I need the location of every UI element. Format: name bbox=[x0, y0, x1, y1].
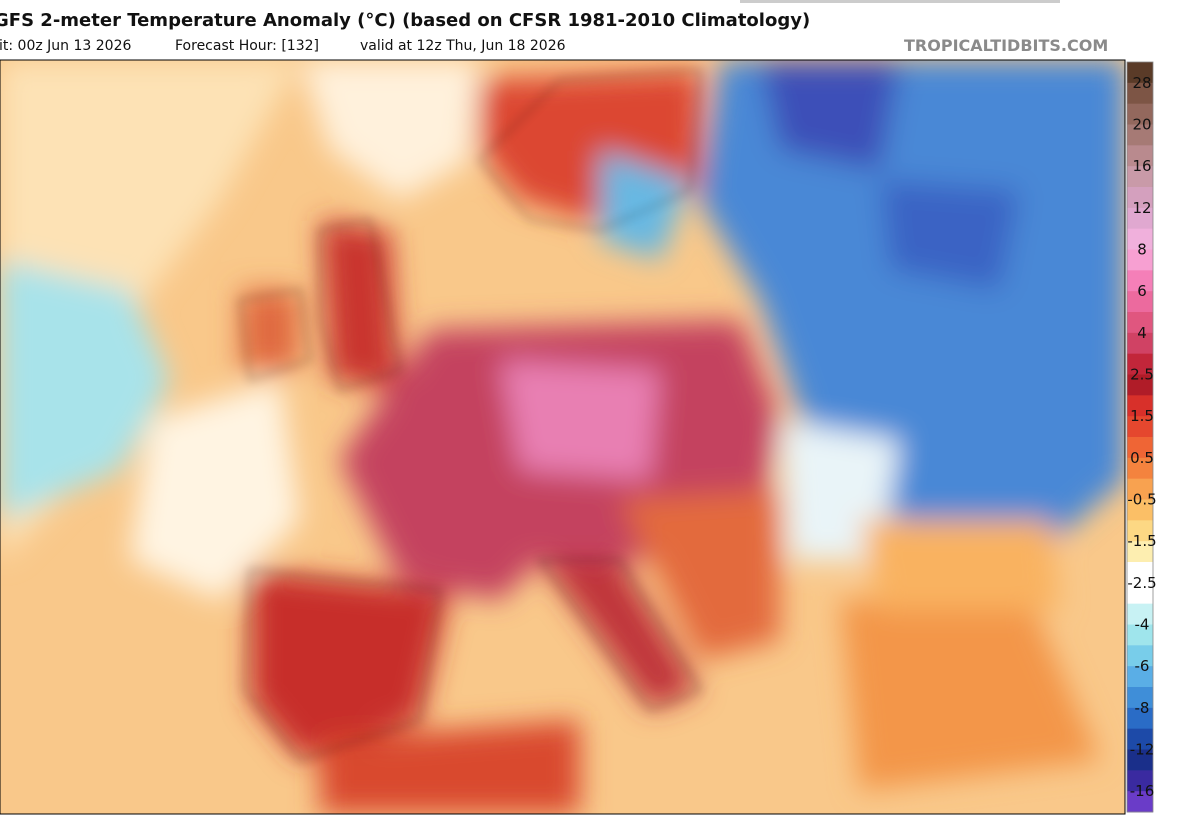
colorbar-label: -16 bbox=[1130, 782, 1155, 800]
colorbar-segment bbox=[1127, 770, 1153, 792]
colorbar-segment bbox=[1127, 582, 1153, 605]
colorbar-segment bbox=[1127, 228, 1153, 250]
colorbar-segment bbox=[1127, 457, 1153, 480]
colorbar-label: 0.5 bbox=[1130, 449, 1154, 467]
colorbar-label: -6 bbox=[1135, 657, 1150, 675]
colorbar-frame bbox=[1126, 61, 1154, 813]
colorbar-segment bbox=[1127, 520, 1153, 542]
colorbar-segment bbox=[1127, 707, 1153, 730]
colorbar-segment bbox=[1127, 478, 1153, 500]
colorbar-segment bbox=[1127, 645, 1153, 667]
colorbar-label: 4 bbox=[1137, 324, 1147, 342]
colorbar-segment bbox=[1127, 103, 1153, 125]
colorbar-segment bbox=[1127, 353, 1153, 375]
colorbar-label: -1.5 bbox=[1127, 532, 1156, 550]
map-frame bbox=[0, 59, 1126, 815]
colorbar-segment bbox=[1127, 332, 1153, 355]
colorbar-segment bbox=[1127, 166, 1153, 188]
colorbar-label: -12 bbox=[1130, 741, 1155, 759]
colorbar-label: 1.5 bbox=[1130, 407, 1154, 425]
colorbar-label: -4 bbox=[1135, 616, 1150, 634]
colorbar-label: 2.5 bbox=[1130, 366, 1154, 384]
colorbar-segment bbox=[1127, 62, 1153, 84]
colorbar-label: 6 bbox=[1137, 282, 1147, 300]
colorbar-segment bbox=[1127, 541, 1153, 563]
colorbar-label: -8 bbox=[1135, 699, 1150, 717]
anomaly-field bbox=[0, 60, 1125, 814]
colorbar: 28 20 16 12 8 6 4 2.5 1.5 0.5 -0.5 -1.5 -2.5 -4 -6 -8 -1… bbox=[1126, 61, 1157, 813]
colorbar-segment bbox=[1127, 270, 1153, 292]
colorbar-label: 20 bbox=[1132, 116, 1151, 134]
colorbar-segment bbox=[1127, 603, 1153, 625]
colorbar-segment bbox=[1127, 666, 1153, 688]
init: Init: 00z Jun 13 2026 bbox=[0, 38, 132, 54]
top-buttons bbox=[740, 0, 1060, 3]
colorbar-label: 28 bbox=[1132, 74, 1151, 92]
colorbar-segment bbox=[1127, 499, 1153, 521]
colorbar-segment bbox=[1127, 687, 1153, 709]
colorbar-segment bbox=[1127, 624, 1153, 646]
colorbar-label: 16 bbox=[1132, 157, 1151, 175]
colorbar-segment bbox=[1127, 291, 1153, 313]
colorbar-segment bbox=[1127, 124, 1153, 146]
title: GFS 2-meter Temperature Anomaly (°C) (ba… bbox=[0, 10, 811, 31]
colorbar-segment bbox=[1127, 145, 1153, 167]
forecast-hour: Forecast Hour: [132] bbox=[175, 38, 319, 54]
colorbar-label: 8 bbox=[1137, 241, 1147, 259]
valid-time: valid at 12z Thu, Jun 18 2026 bbox=[360, 38, 566, 54]
colorbar-segment bbox=[1127, 562, 1153, 584]
colorbar-segment bbox=[1127, 249, 1153, 271]
colorbar-segment bbox=[1127, 416, 1153, 438]
colorbar-segment bbox=[1127, 374, 1153, 396]
colorbar-label: -2.5 bbox=[1127, 574, 1156, 592]
colorbar-segment bbox=[1127, 187, 1153, 209]
colorbar-segment bbox=[1127, 395, 1153, 417]
colorbar-label: -0.5 bbox=[1127, 491, 1156, 509]
colorbar-segment bbox=[1127, 791, 1153, 813]
colorbar-label: 12 bbox=[1132, 199, 1151, 217]
colorbar-segment bbox=[1127, 437, 1153, 459]
source: TROPICALTIDBITS.COM bbox=[904, 36, 1109, 55]
colorbar-segment bbox=[1127, 207, 1153, 230]
colorbar-segment bbox=[1127, 82, 1153, 105]
colorbar-segment bbox=[1127, 728, 1153, 750]
colorbar-segment bbox=[1127, 312, 1153, 334]
colorbar-segment bbox=[1127, 749, 1153, 771]
